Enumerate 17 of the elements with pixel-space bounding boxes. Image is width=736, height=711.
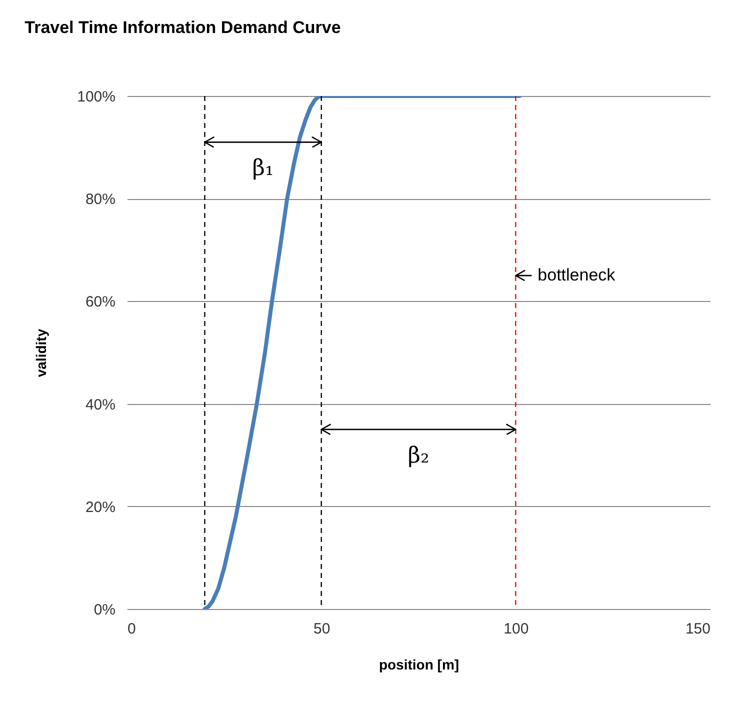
x-axis-title: position [m] (378, 656, 460, 672)
y-axis-title: validity (33, 328, 50, 378)
chart-title: Travel Time Information Demand Curve (24, 18, 341, 37)
x-tick-label: 150 (685, 620, 710, 638)
x-tick-label: 100 (504, 620, 529, 638)
y-tick-label: 0% (94, 602, 116, 618)
y-tick-label: 20% (85, 498, 116, 516)
y-tick-label: 40% (85, 396, 116, 414)
y-tick-label: 80% (85, 191, 116, 208)
x-tick-label: 0 (128, 620, 136, 638)
y-tick-label: 60% (85, 294, 116, 311)
y-tick-label: 100% (77, 88, 116, 106)
x-tick-label: 50 (313, 620, 330, 638)
annotation: bottleneck (538, 266, 616, 285)
annotation: β₂ (408, 443, 430, 468)
line-series (202, 96, 522, 609)
annotation: β₁ (252, 156, 274, 182)
